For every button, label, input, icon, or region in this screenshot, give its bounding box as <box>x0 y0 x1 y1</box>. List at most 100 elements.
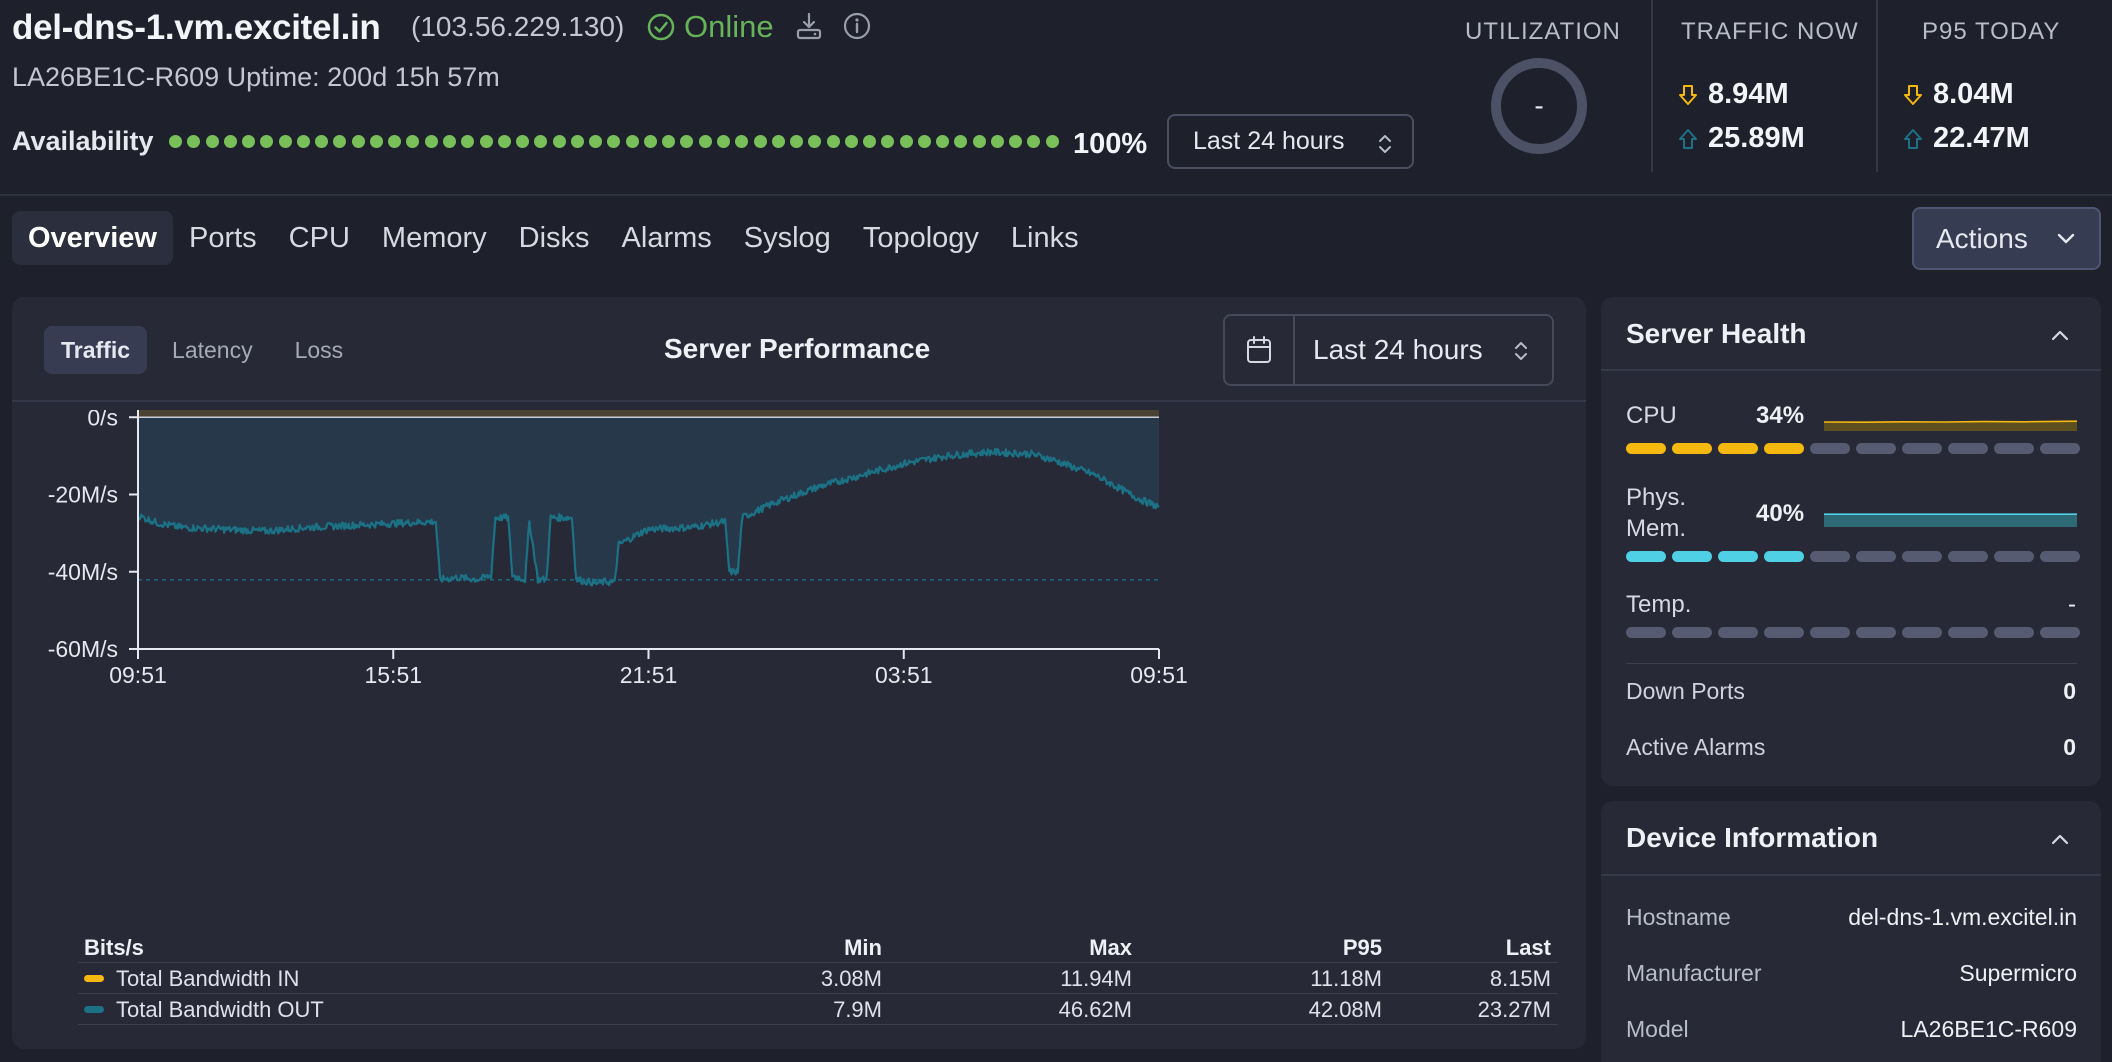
availability-dot <box>351 134 365 148</box>
subtab-loss[interactable]: Loss <box>294 336 344 363</box>
level-segment <box>1764 627 1804 638</box>
availability-dot <box>497 134 511 148</box>
hostname-value: del-dns-1.vm.excitel.in <box>1848 904 2077 930</box>
level-segment <box>1718 443 1758 454</box>
series-out-line <box>136 447 1160 587</box>
availability-dot <box>516 134 530 148</box>
calendar-button[interactable] <box>1225 316 1295 384</box>
availability-dot <box>552 134 566 148</box>
legend-header-last: Last <box>1505 935 1551 960</box>
legend-max-out: 46.62M <box>1058 997 1132 1022</box>
chevron-up-icon[interactable] <box>2049 328 2071 342</box>
level-segment <box>1626 443 1666 454</box>
tab-cpu[interactable]: CPU <box>288 221 350 254</box>
availability-label: Availability <box>12 126 154 156</box>
chevron-up-icon[interactable] <box>2049 832 2071 846</box>
temp-label: Temp. <box>1626 591 1692 618</box>
p95-today-in: 8.04M <box>1903 78 2014 111</box>
series-in-area <box>138 410 1159 418</box>
chart-time-range-select[interactable]: Last 24 hours <box>1223 314 1554 386</box>
server-health-title: Server Health <box>1626 318 1807 349</box>
down-ports-label: Down Ports <box>1626 678 1745 704</box>
availability-dot <box>278 134 292 148</box>
availability-dot <box>716 134 730 148</box>
availability-dot <box>333 134 347 148</box>
legend-p95-out: 42.08M <box>1308 997 1382 1022</box>
tab-links[interactable]: Links <box>1010 221 1079 254</box>
active-alarms-value[interactable]: 0 <box>2063 734 2076 760</box>
availability-dot <box>205 134 219 148</box>
server-health-panel <box>1601 297 2101 786</box>
legend-last-out: 23.27M <box>1477 997 1551 1022</box>
chart-legend-table: Bits/s Min Max P95 Last Total Bandwidth … <box>78 932 1558 1025</box>
device-divider <box>1601 874 2101 876</box>
memory-level-bar <box>1626 551 2080 562</box>
availability-dot <box>808 134 822 148</box>
legend-last-in: 8.15M <box>1489 966 1551 991</box>
actions-button[interactable]: Actions <box>1912 207 2101 270</box>
series-out-area <box>138 417 1159 586</box>
availability-dot <box>187 134 201 148</box>
traffic-now-out: 25.89M <box>1678 122 1805 155</box>
level-segment <box>1902 443 1942 454</box>
level-segment <box>1856 627 1896 638</box>
x-tick-label: 03:51 <box>875 662 933 688</box>
header-separator <box>1651 0 1653 172</box>
memory-percent: 40% <box>1756 500 1805 527</box>
active-alarms-label: Active Alarms <box>1626 734 1766 760</box>
cpu-label: CPU <box>1626 402 1677 429</box>
level-segment <box>1718 627 1758 638</box>
header-time-range-select[interactable]: Last 24 hours <box>1167 114 1414 169</box>
hostname-label: Hostname <box>1626 904 1731 930</box>
device-info-title: Device Information <box>1626 822 1879 853</box>
availability-dot <box>936 134 950 148</box>
manufacturer-value: Supermicro <box>1959 960 2077 986</box>
subtab-traffic[interactable]: Traffic <box>44 326 148 374</box>
cpu-sparkline <box>1824 420 2077 431</box>
availability-dot <box>479 134 493 148</box>
availability-dot <box>442 134 456 148</box>
availability-dot <box>844 134 858 148</box>
legend-swatch-in <box>84 974 104 982</box>
availability-dot <box>388 134 402 148</box>
device-ip: (103.56.229.130) <box>411 11 625 42</box>
availability-dot <box>917 134 931 148</box>
level-segment <box>1994 443 2034 454</box>
tab-syslog[interactable]: Syslog <box>743 221 831 254</box>
availability-dot <box>771 134 785 148</box>
y-tick-label: -60M/s <box>48 636 118 662</box>
level-segment <box>1810 627 1850 638</box>
actions-label: Actions <box>1936 222 2028 254</box>
legend-row-out[interactable]: Total Bandwidth OUT 7.9M 46.62M 42.08M 2… <box>78 994 1558 1025</box>
availability-bar <box>169 133 1059 149</box>
availability-dot <box>625 134 639 148</box>
level-segment <box>1948 627 1988 638</box>
legend-header-row: Bits/s Min Max P95 Last <box>78 932 1558 963</box>
p95-today-in-value: 8.04M <box>1933 78 2014 110</box>
info-icon[interactable] <box>842 11 872 41</box>
download-icon[interactable] <box>794 11 824 41</box>
legend-min-in: 3.08M <box>820 966 882 991</box>
chevron-up-down-icon <box>1515 342 1527 360</box>
temp-level-bar <box>1626 627 2080 638</box>
legend-header-max: Max <box>1089 935 1132 960</box>
subtab-latency[interactable]: Latency <box>172 336 253 363</box>
legend-row-in[interactable]: Total Bandwidth IN 3.08M 11.94M 11.18M 8… <box>78 963 1558 994</box>
x-tick-label: 09:51 <box>1130 662 1188 688</box>
tab-memory[interactable]: Memory <box>381 221 487 254</box>
availability-dot <box>169 134 182 148</box>
tab-alarms[interactable]: Alarms <box>621 221 712 254</box>
tab-topology[interactable]: Topology <box>862 221 979 254</box>
availability-dot <box>406 134 420 148</box>
availability-dot <box>990 134 1004 148</box>
status-text: Online <box>684 9 774 44</box>
tab-disks[interactable]: Disks <box>518 221 590 254</box>
tab-overview[interactable]: Overview <box>12 211 173 265</box>
check-circle-icon <box>647 13 675 41</box>
traffic-now-in: 8.94M <box>1678 78 1789 111</box>
tab-ports[interactable]: Ports <box>188 221 257 254</box>
availability-dot <box>863 134 877 148</box>
down-ports-value[interactable]: 0 <box>2063 678 2076 704</box>
calendar-icon <box>1247 336 1271 363</box>
legend-name-in: Total Bandwidth IN <box>116 966 300 991</box>
